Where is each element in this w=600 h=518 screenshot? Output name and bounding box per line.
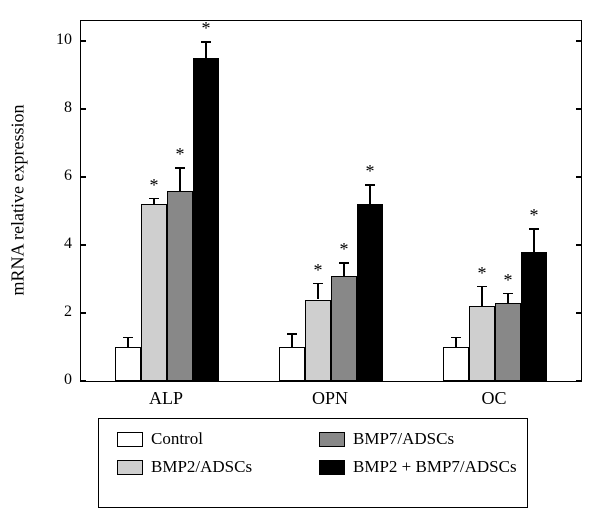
bar xyxy=(279,347,305,381)
error-bar xyxy=(369,184,371,204)
significance-mark: * xyxy=(176,144,185,165)
legend-swatch xyxy=(117,432,143,447)
group-label: OC xyxy=(481,388,506,409)
bar xyxy=(193,58,219,381)
bar xyxy=(115,347,141,381)
ytick-mark xyxy=(80,380,86,382)
legend-swatch xyxy=(319,460,345,475)
legend-item: Control xyxy=(117,429,203,449)
error-bar xyxy=(343,262,345,276)
ytick-mark xyxy=(80,244,86,246)
significance-mark: * xyxy=(366,161,375,182)
bar xyxy=(469,306,495,381)
significance-mark: * xyxy=(530,205,539,226)
legend-label: Control xyxy=(151,429,203,449)
bar xyxy=(167,191,193,381)
significance-mark: * xyxy=(202,18,211,39)
error-cap xyxy=(287,333,297,335)
bar xyxy=(495,303,521,381)
legend-item: BMP7/ADSCs xyxy=(319,429,454,449)
significance-mark: * xyxy=(340,239,349,260)
legend-item: BMP2 + BMP7/ADSCs xyxy=(319,457,517,477)
ytick-mark xyxy=(80,312,86,314)
ytick-label: 4 xyxy=(42,235,72,253)
bar xyxy=(141,204,167,381)
chart-container: * * * * * * * * * mRNA relative expression Contr… xyxy=(0,0,600,518)
group-label: ALP xyxy=(149,388,183,409)
error-cap xyxy=(477,286,487,288)
ytick-label: 2 xyxy=(42,303,72,321)
significance-mark: * xyxy=(314,260,323,281)
ytick-mark xyxy=(576,244,582,246)
ytick-mark xyxy=(576,312,582,314)
error-cap xyxy=(149,198,159,200)
ytick-mark xyxy=(576,380,582,382)
ytick-label: 0 xyxy=(42,371,72,389)
significance-mark: * xyxy=(478,263,487,284)
ytick-mark xyxy=(576,40,582,42)
bar xyxy=(305,300,331,382)
error-bar xyxy=(317,283,319,300)
error-bar xyxy=(455,337,457,347)
error-bar xyxy=(205,41,207,58)
error-bar xyxy=(481,286,483,306)
ytick-mark xyxy=(576,176,582,178)
legend-item: BMP2/ADSCs xyxy=(117,457,252,477)
error-cap xyxy=(503,293,513,295)
error-cap xyxy=(529,228,539,230)
error-bar xyxy=(127,337,129,347)
bar xyxy=(521,252,547,381)
error-bar xyxy=(533,228,535,252)
error-cap xyxy=(123,337,133,339)
error-cap xyxy=(451,337,461,339)
legend-swatch xyxy=(117,460,143,475)
error-cap xyxy=(201,41,211,43)
ytick-mark xyxy=(80,108,86,110)
ytick-mark xyxy=(80,176,86,178)
bar xyxy=(357,204,383,381)
error-cap xyxy=(175,167,185,169)
ytick-mark xyxy=(576,108,582,110)
ytick-mark xyxy=(80,40,86,42)
bar xyxy=(331,276,357,381)
significance-mark: * xyxy=(504,270,513,291)
plot-area: * * * * * * * * * xyxy=(80,20,582,382)
legend-label: BMP2/ADSCs xyxy=(151,457,252,477)
group-label: OPN xyxy=(312,388,348,409)
legend-label: BMP2 + BMP7/ADSCs xyxy=(353,457,517,477)
error-cap xyxy=(365,184,375,186)
legend: Control BMP2/ADSCs BMP7/ADSCs BMP2 + BMP7/A… xyxy=(98,418,528,508)
ytick-label: 10 xyxy=(42,31,72,49)
error-cap xyxy=(313,283,323,285)
error-bar xyxy=(179,167,181,191)
ytick-label: 6 xyxy=(42,167,72,185)
ytick-label: 8 xyxy=(42,99,72,117)
error-cap xyxy=(339,262,349,264)
significance-mark: * xyxy=(150,175,159,196)
bar xyxy=(443,347,469,381)
legend-swatch xyxy=(319,432,345,447)
legend-label: BMP7/ADSCs xyxy=(353,429,454,449)
y-axis-label: mRNA relative expression xyxy=(8,105,29,296)
error-bar xyxy=(507,293,509,303)
error-bar xyxy=(291,333,293,347)
